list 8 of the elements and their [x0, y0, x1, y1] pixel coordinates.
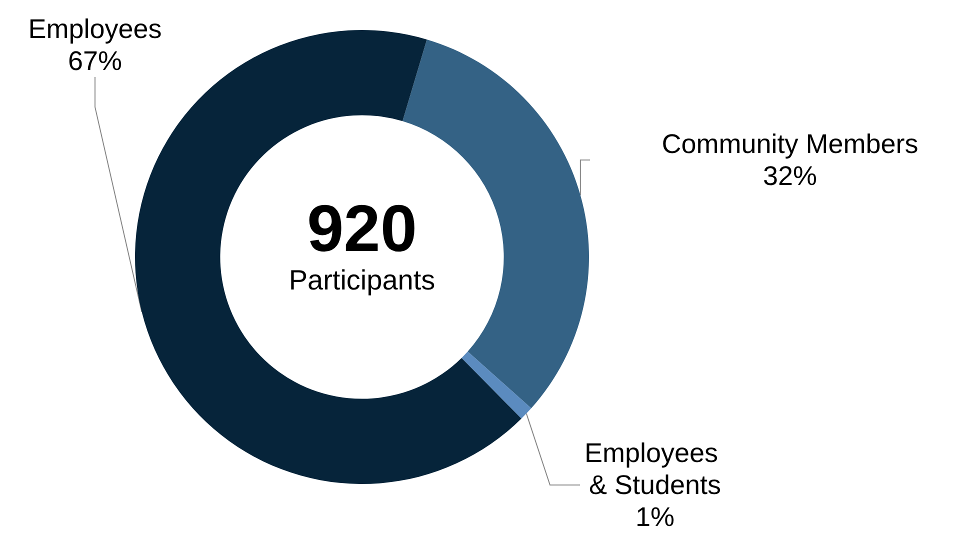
data-label: 32% [762, 161, 818, 191]
data-label: 67% [68, 46, 122, 76]
data-label: 1% [635, 502, 675, 532]
slice-label: Community Members [662, 129, 918, 159]
text: 920 [306, 191, 418, 265]
slice-label: Employees [28, 14, 162, 44]
slice-label: Employees & Students [584, 438, 726, 500]
text: Participants [288, 264, 436, 296]
